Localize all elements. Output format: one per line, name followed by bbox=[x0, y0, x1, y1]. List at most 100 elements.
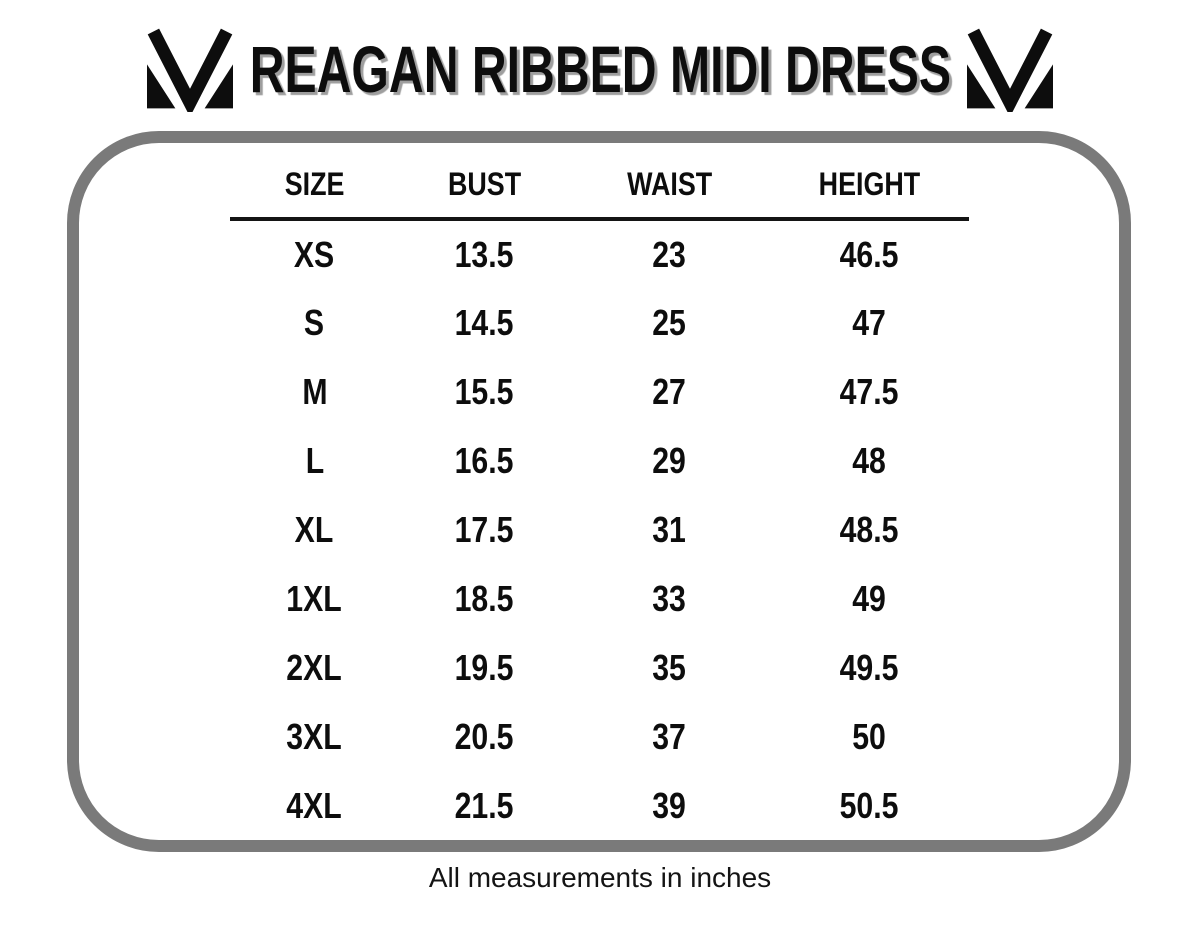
waist-value: 37 bbox=[652, 715, 687, 757]
height-value: 47.5 bbox=[839, 370, 899, 412]
height-value: 46.5 bbox=[839, 233, 899, 275]
table-row: 2XL 19.5 35 49.5 bbox=[230, 633, 969, 702]
brand-m-logo-icon bbox=[967, 28, 1053, 112]
height-value: 49 bbox=[852, 577, 886, 619]
size-value: XL bbox=[295, 508, 334, 550]
height-cell: 50 bbox=[770, 702, 969, 771]
bust-value: 17.5 bbox=[455, 508, 514, 550]
height-cell: 50.5 bbox=[770, 771, 969, 840]
bust-value: 16.5 bbox=[455, 439, 514, 481]
size-cell: M bbox=[230, 357, 400, 426]
bust-cell: 13.5 bbox=[400, 219, 570, 288]
size-value: 4XL bbox=[286, 784, 343, 826]
title-box: REAGAN RIBBED MIDI DRESS bbox=[242, 16, 958, 122]
table-row: XS 13.5 23 46.5 bbox=[230, 219, 969, 288]
table-row: 4XL 21.5 39 50.5 bbox=[230, 771, 969, 840]
height-cell: 46.5 bbox=[770, 219, 969, 288]
size-cell: 2XL bbox=[230, 633, 400, 702]
size-cell: L bbox=[230, 426, 400, 495]
size-value: M bbox=[301, 370, 328, 412]
bust-cell: 15.5 bbox=[400, 357, 570, 426]
bust-cell: 20.5 bbox=[400, 702, 570, 771]
waist-value: 39 bbox=[652, 784, 687, 826]
column-header-label: BUST bbox=[447, 165, 522, 202]
size-cell: 3XL bbox=[230, 702, 400, 771]
size-value: 3XL bbox=[286, 715, 343, 757]
size-chart-panel: SIZE BUST WAIST HEIGHT XS 13.5 23 46.5 S… bbox=[67, 131, 1131, 852]
column-header-height: HEIGHT bbox=[769, 151, 969, 221]
column-header-label: SIZE bbox=[284, 165, 345, 202]
waist-value: 27 bbox=[652, 370, 687, 412]
waist-cell: 31 bbox=[570, 495, 770, 564]
header-row: SIZE BUST WAIST HEIGHT bbox=[229, 151, 969, 221]
height-cell: 49 bbox=[770, 564, 969, 633]
page-title: REAGAN RIBBED MIDI DRESS bbox=[249, 32, 951, 106]
size-value: 1XL bbox=[286, 577, 343, 619]
height-value: 50.5 bbox=[839, 784, 899, 826]
bust-value: 21.5 bbox=[455, 784, 514, 826]
bust-cell: 19.5 bbox=[400, 633, 570, 702]
height-value: 48 bbox=[852, 439, 886, 481]
height-value: 49.5 bbox=[839, 646, 899, 688]
size-value: XS bbox=[294, 233, 335, 275]
waist-cell: 35 bbox=[570, 633, 770, 702]
bust-value: 14.5 bbox=[455, 301, 514, 343]
waist-cell: 29 bbox=[570, 426, 770, 495]
height-cell: 49.5 bbox=[770, 633, 969, 702]
bust-cell: 16.5 bbox=[400, 426, 570, 495]
column-header-bust: BUST bbox=[399, 151, 570, 221]
waist-value: 35 bbox=[652, 646, 687, 688]
bust-value: 19.5 bbox=[455, 646, 514, 688]
column-header-label: WAIST bbox=[626, 165, 713, 202]
size-chart-table: SIZE BUST WAIST HEIGHT XS 13.5 23 46.5 S… bbox=[229, 151, 969, 840]
waist-cell: 37 bbox=[570, 702, 770, 771]
table-row: 1XL 18.5 33 49 bbox=[230, 564, 969, 633]
table-header: SIZE BUST WAIST HEIGHT bbox=[229, 151, 969, 221]
size-cell: 4XL bbox=[230, 771, 400, 840]
waist-cell: 27 bbox=[570, 357, 770, 426]
bust-value: 18.5 bbox=[455, 577, 514, 619]
height-value: 48.5 bbox=[839, 508, 899, 550]
waist-cell: 23 bbox=[570, 219, 770, 288]
column-header-label: HEIGHT bbox=[818, 165, 920, 202]
table-row: L 16.5 29 48 bbox=[230, 426, 969, 495]
bust-cell: 17.5 bbox=[400, 495, 570, 564]
column-header-size: SIZE bbox=[229, 151, 400, 221]
bust-cell: 14.5 bbox=[400, 288, 570, 357]
size-cell: XS bbox=[230, 219, 400, 288]
bust-value: 20.5 bbox=[455, 715, 514, 757]
height-cell: 48 bbox=[770, 426, 969, 495]
size-cell: 1XL bbox=[230, 564, 400, 633]
waist-cell: 39 bbox=[570, 771, 770, 840]
bust-cell: 21.5 bbox=[400, 771, 570, 840]
waist-value: 25 bbox=[652, 301, 687, 343]
table-row: S 14.5 25 47 bbox=[230, 288, 969, 357]
size-cell: XL bbox=[230, 495, 400, 564]
table-row: M 15.5 27 47.5 bbox=[230, 357, 969, 426]
brand-m-logo-icon bbox=[147, 28, 233, 112]
waist-value: 29 bbox=[652, 439, 687, 481]
waist-value: 31 bbox=[652, 508, 687, 550]
height-cell: 47.5 bbox=[770, 357, 969, 426]
waist-value: 23 bbox=[652, 233, 687, 275]
height-cell: 47 bbox=[770, 288, 969, 357]
waist-value: 33 bbox=[652, 577, 687, 619]
height-value: 50 bbox=[852, 715, 886, 757]
waist-cell: 33 bbox=[570, 564, 770, 633]
waist-cell: 25 bbox=[570, 288, 770, 357]
column-header-waist: WAIST bbox=[569, 151, 770, 221]
size-cell: S bbox=[230, 288, 400, 357]
size-value: 2XL bbox=[286, 646, 343, 688]
bust-value: 13.5 bbox=[455, 233, 514, 275]
bust-cell: 18.5 bbox=[400, 564, 570, 633]
height-cell: 48.5 bbox=[770, 495, 969, 564]
size-value: S bbox=[304, 301, 325, 343]
height-value: 47 bbox=[852, 301, 886, 343]
header: REAGAN RIBBED MIDI DRESS bbox=[0, 16, 1200, 122]
size-value: L bbox=[305, 439, 324, 481]
footnote: All measurements in inches bbox=[428, 862, 772, 893]
bust-value: 15.5 bbox=[455, 370, 514, 412]
table-row: XL 17.5 31 48.5 bbox=[230, 495, 969, 564]
table-row: 3XL 20.5 37 50 bbox=[230, 702, 969, 771]
table-body: XS 13.5 23 46.5 S 14.5 25 47 M 15.5 27 4… bbox=[230, 219, 969, 840]
